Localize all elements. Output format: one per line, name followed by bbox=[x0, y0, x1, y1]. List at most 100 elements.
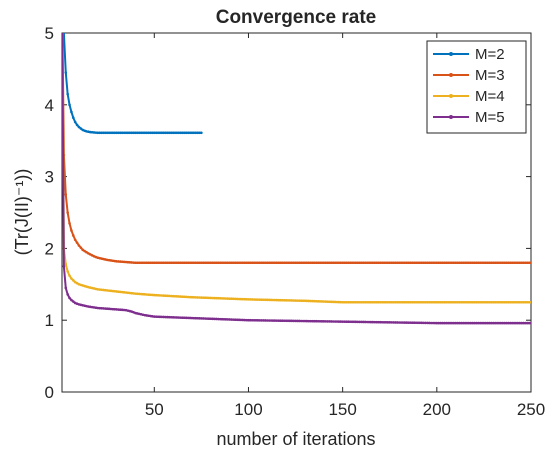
data-point bbox=[119, 290, 122, 294]
data-point bbox=[463, 300, 467, 304]
data-point bbox=[122, 260, 126, 264]
data-point bbox=[356, 300, 360, 304]
data-point bbox=[475, 321, 478, 325]
data-point bbox=[122, 308, 126, 312]
data-point bbox=[350, 320, 354, 324]
data-point bbox=[518, 300, 521, 304]
data-point bbox=[350, 261, 354, 265]
data-point bbox=[256, 319, 260, 322]
data-point bbox=[488, 261, 491, 265]
data-point bbox=[230, 297, 233, 301]
data-point bbox=[520, 261, 523, 265]
data-point bbox=[298, 299, 301, 302]
data-point bbox=[162, 131, 166, 135]
data-point bbox=[326, 261, 329, 265]
data-point bbox=[226, 297, 230, 300]
data-point bbox=[185, 316, 188, 320]
data-point bbox=[465, 261, 469, 265]
data-point bbox=[399, 300, 403, 304]
data-point bbox=[480, 261, 484, 265]
data-point bbox=[254, 319, 258, 322]
data-point bbox=[377, 320, 380, 324]
data-point bbox=[271, 261, 275, 265]
data-point bbox=[471, 300, 474, 304]
data-point bbox=[341, 300, 344, 304]
data-point bbox=[262, 261, 265, 265]
data-point bbox=[403, 261, 407, 265]
x-tick-label: 50 bbox=[145, 400, 164, 419]
data-point bbox=[232, 261, 235, 265]
data-point bbox=[380, 261, 384, 265]
data-point bbox=[358, 320, 361, 324]
data-point bbox=[399, 261, 403, 265]
data-point bbox=[273, 261, 277, 265]
data-point bbox=[379, 261, 382, 265]
data-point bbox=[486, 300, 489, 304]
data-point bbox=[243, 261, 246, 265]
data-point bbox=[309, 261, 312, 265]
x-tick-label: 100 bbox=[234, 400, 262, 419]
data-point bbox=[134, 131, 137, 135]
data-point bbox=[119, 260, 122, 263]
data-point bbox=[407, 321, 410, 324]
data-point bbox=[224, 297, 228, 300]
data-point bbox=[286, 319, 290, 323]
data-point bbox=[247, 298, 250, 301]
data-point bbox=[350, 300, 354, 304]
data-point bbox=[484, 300, 488, 304]
data-point bbox=[226, 261, 230, 265]
data-point bbox=[277, 261, 280, 265]
data-point bbox=[460, 261, 463, 265]
data-point bbox=[113, 289, 117, 293]
data-point bbox=[497, 321, 501, 325]
data-point bbox=[230, 261, 233, 265]
data-point bbox=[284, 319, 288, 323]
data-point bbox=[394, 300, 397, 304]
data-point bbox=[395, 300, 399, 304]
data-point bbox=[411, 261, 414, 265]
data-point bbox=[482, 300, 486, 304]
data-point bbox=[508, 321, 512, 325]
data-point bbox=[292, 319, 295, 323]
data-point bbox=[343, 261, 346, 265]
data-point bbox=[411, 321, 414, 325]
data-point bbox=[275, 319, 279, 322]
data-point bbox=[460, 321, 463, 325]
data-point bbox=[136, 261, 139, 265]
data-point bbox=[469, 261, 473, 265]
data-point bbox=[215, 296, 218, 300]
data-point bbox=[252, 318, 256, 322]
data-point bbox=[475, 300, 478, 304]
data-point bbox=[158, 294, 162, 297]
data-point bbox=[433, 261, 437, 265]
data-point bbox=[275, 261, 279, 265]
data-point bbox=[420, 261, 424, 265]
data-point bbox=[426, 321, 429, 325]
data-point bbox=[439, 321, 442, 325]
data-point bbox=[141, 131, 145, 135]
data-point bbox=[277, 319, 280, 322]
data-point bbox=[192, 261, 196, 265]
data-point bbox=[388, 300, 392, 304]
data-point bbox=[64, 71, 68, 74]
data-point bbox=[239, 261, 243, 265]
data-point bbox=[499, 300, 503, 304]
data-point bbox=[100, 131, 103, 135]
data-point bbox=[352, 261, 356, 265]
data-point bbox=[352, 300, 356, 304]
data-point bbox=[213, 261, 216, 265]
data-point bbox=[200, 131, 203, 135]
y-tick-label: 5 bbox=[45, 24, 54, 43]
data-point bbox=[296, 261, 299, 265]
data-point bbox=[326, 300, 329, 303]
data-point bbox=[258, 319, 262, 322]
data-point bbox=[243, 318, 246, 322]
data-point bbox=[222, 261, 226, 265]
data-point bbox=[507, 300, 510, 304]
data-point bbox=[203, 261, 207, 265]
data-point bbox=[124, 291, 128, 294]
data-point bbox=[367, 320, 371, 324]
data-point bbox=[371, 320, 375, 324]
data-point bbox=[245, 298, 248, 301]
data-point bbox=[192, 316, 196, 320]
